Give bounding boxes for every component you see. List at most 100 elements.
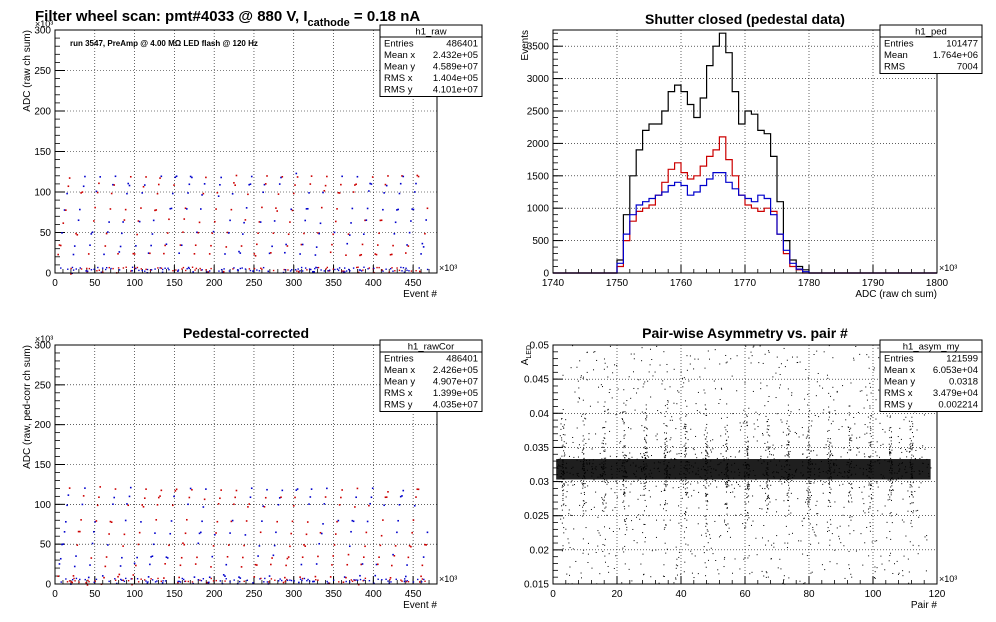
data-point — [385, 184, 388, 187]
data-point — [870, 480, 872, 482]
data-point — [200, 531, 202, 534]
data-point — [746, 451, 748, 453]
data-point — [748, 495, 750, 497]
data-point — [561, 466, 563, 468]
data-point — [830, 492, 832, 494]
data-point — [764, 405, 766, 407]
data-point — [829, 539, 831, 541]
data-point — [177, 580, 179, 583]
data-point — [908, 420, 910, 422]
data-point — [788, 509, 790, 511]
data-point — [787, 479, 789, 481]
data-point — [175, 488, 178, 491]
data-point — [201, 194, 203, 196]
data-point — [97, 266, 99, 269]
data-point — [811, 420, 813, 422]
data-point — [765, 473, 767, 475]
data-point — [706, 441, 708, 443]
data-point — [578, 397, 580, 399]
data-point — [326, 580, 328, 583]
data-point — [788, 484, 790, 486]
data-point — [565, 419, 567, 421]
data-point — [336, 268, 339, 270]
data-point — [809, 523, 811, 525]
data-point — [786, 423, 788, 425]
data-point — [687, 496, 689, 498]
data-point — [732, 413, 734, 415]
data-point — [140, 521, 142, 523]
data-point — [132, 252, 135, 255]
data-point — [917, 553, 919, 555]
data-point — [799, 361, 801, 363]
data-point — [63, 531, 66, 533]
data-point — [264, 496, 267, 499]
data-point — [640, 494, 642, 496]
data-point — [726, 524, 728, 526]
data-point — [645, 418, 647, 420]
data-point — [829, 455, 831, 457]
data-point — [643, 453, 645, 455]
data-point — [645, 481, 647, 483]
chart-1: 0 50 100 150 200 250 300 350 400 4500501001502002… — [22, 19, 483, 300]
data-point — [695, 403, 697, 405]
data-point — [406, 244, 408, 246]
data-point — [657, 410, 659, 412]
data-point — [343, 270, 345, 272]
data-point — [851, 576, 853, 578]
data-point — [643, 523, 645, 525]
data-point — [892, 464, 894, 466]
data-point — [93, 220, 95, 222]
data-point — [394, 545, 397, 547]
data-point — [378, 232, 380, 235]
data-point — [787, 404, 789, 406]
data-point — [705, 575, 707, 577]
data-point — [764, 500, 766, 502]
data-point — [641, 456, 643, 458]
data-point — [809, 463, 811, 465]
data-point — [222, 574, 225, 576]
data-point — [628, 376, 630, 378]
data-point — [723, 521, 725, 523]
data-point — [876, 482, 878, 484]
data-point — [850, 427, 852, 429]
data-point — [835, 413, 837, 415]
data-point — [770, 460, 772, 462]
data-point — [780, 363, 782, 365]
data-point — [805, 437, 807, 439]
data-point — [681, 525, 683, 527]
data-point — [915, 449, 917, 451]
data-point — [164, 244, 166, 247]
data-point — [704, 469, 706, 471]
data-point — [623, 437, 625, 439]
data-point — [787, 499, 789, 501]
data-point — [810, 572, 812, 574]
data-point — [751, 480, 753, 482]
data-point — [772, 454, 774, 456]
data-point — [897, 478, 899, 480]
data-point — [407, 245, 410, 247]
data-point — [788, 452, 790, 454]
data-point — [215, 208, 217, 210]
data-point — [658, 467, 660, 469]
data-point — [828, 406, 830, 408]
data-point — [368, 267, 371, 269]
stats-key: RMS y — [384, 85, 413, 96]
data-point — [586, 351, 588, 353]
data-point — [141, 269, 143, 272]
data-point — [891, 449, 893, 451]
data-point — [669, 419, 671, 421]
data-point — [226, 231, 229, 234]
data-point — [830, 472, 832, 474]
data-point — [149, 269, 152, 272]
data-point — [350, 579, 352, 581]
data-point — [736, 482, 738, 484]
data-point — [296, 176, 299, 178]
data-point — [642, 494, 644, 496]
data-point — [649, 496, 651, 498]
data-point — [779, 460, 781, 462]
stats-name: h1_ped — [915, 27, 947, 38]
data-point — [623, 423, 625, 425]
data-point — [859, 436, 861, 438]
data-point — [180, 244, 183, 247]
